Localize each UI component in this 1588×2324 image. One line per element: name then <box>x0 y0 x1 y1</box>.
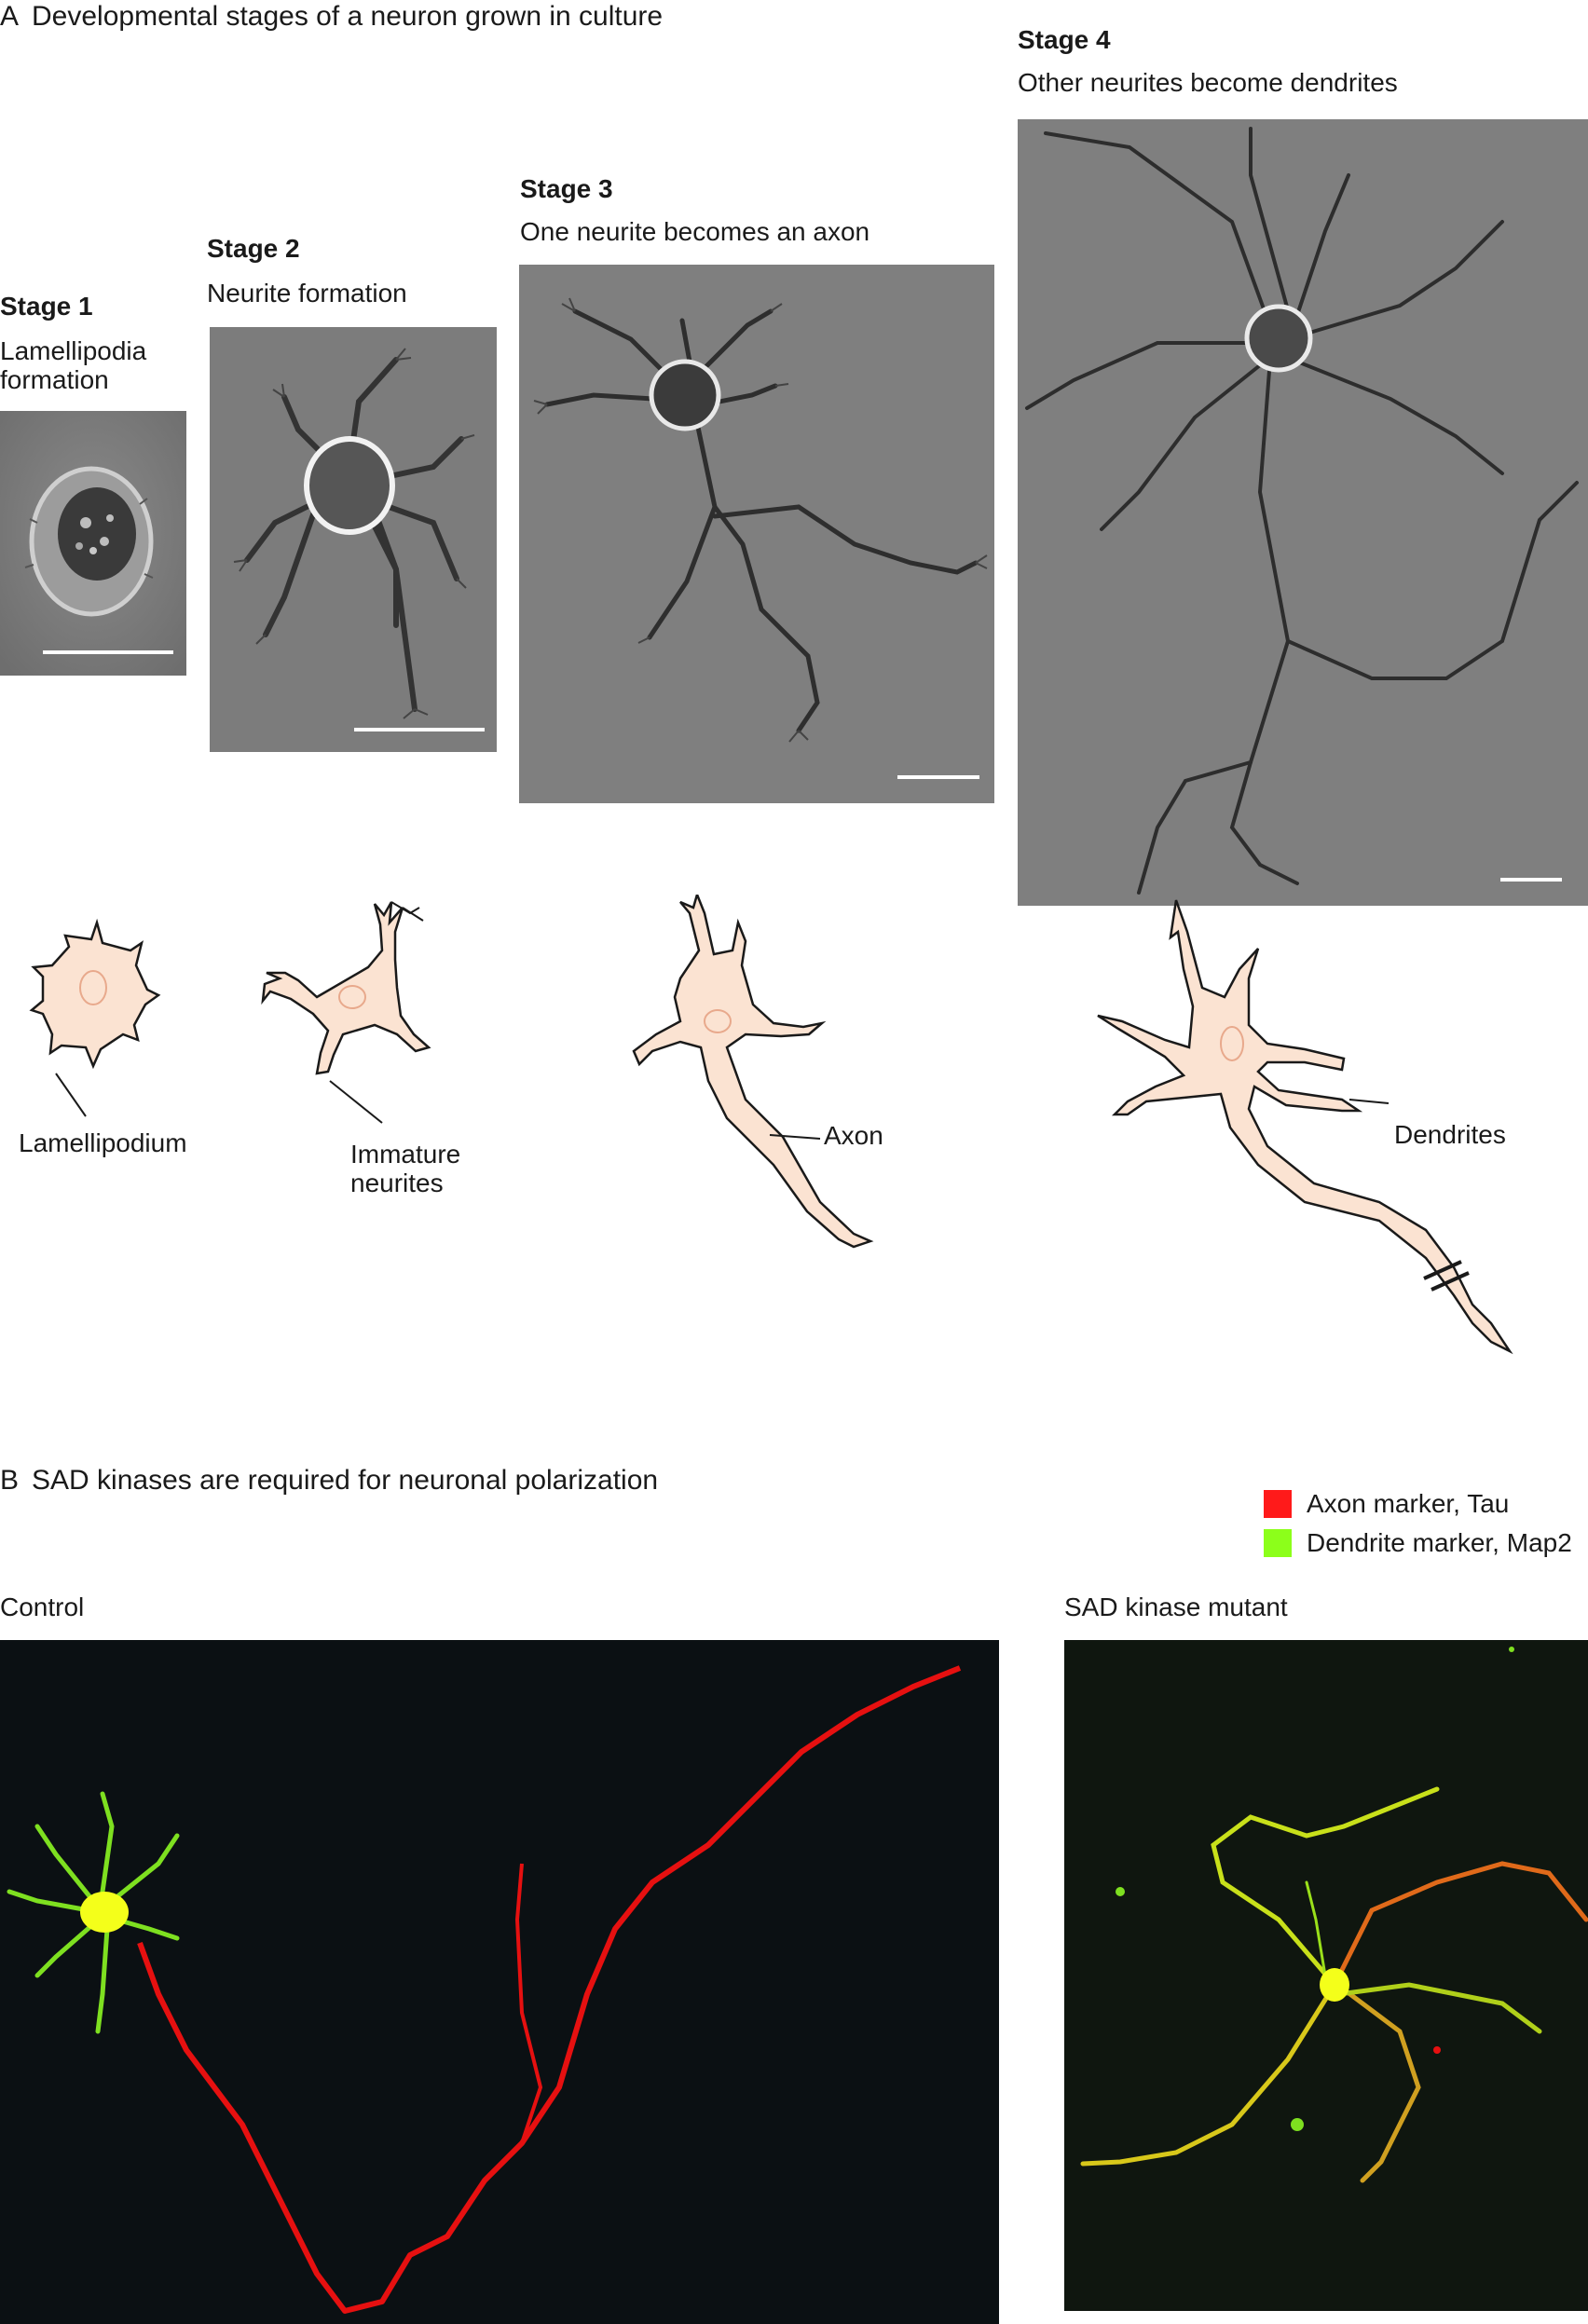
control-label: Control <box>0 1593 85 1621</box>
stage-1-desc-line1: Lamellipodia <box>0 336 147 365</box>
label-immature-line2: neurites <box>350 1169 444 1197</box>
legend-label-axon: Axon marker, Tau <box>1307 1489 1510 1518</box>
panel-a-title: A Developmental stages of a neuron grown … <box>0 0 663 34</box>
schematic-stage-4 <box>1097 899 1513 1355</box>
stage-4-label: Stage 4 <box>1018 25 1111 54</box>
mutant-fluorescence-image <box>1064 1640 1588 2311</box>
schematic-stage-3 <box>632 895 874 1249</box>
schematic-diagrams <box>29 895 1513 1355</box>
stage-4-micrograph <box>1018 119 1588 906</box>
mutant-label: SAD kinase mutant <box>1064 1593 1288 1621</box>
stage-3-label: Stage 3 <box>520 174 613 203</box>
label-immature-line1: Immature <box>350 1140 461 1169</box>
label-axon: Axon <box>824 1121 883 1150</box>
panel-a-letter: A <box>0 1 20 32</box>
stage-3-desc: One neurite becomes an axon <box>520 217 870 246</box>
schematic-stage-2 <box>261 901 431 1124</box>
stage-1-label: Stage 1 <box>0 292 93 321</box>
panel-b-title: B SAD kinases are required for neuronal p… <box>0 1464 658 1497</box>
legend-swatch-axon <box>1264 1490 1292 1518</box>
panel-a-title-text: Developmental stages of a neuron grown i… <box>32 1 664 32</box>
label-dendrites: Dendrites <box>1394 1120 1506 1149</box>
stage-4-desc: Other neurites become dendrites <box>1018 68 1398 97</box>
stage-2-micrograph <box>210 327 497 752</box>
stage-2-label: Stage 2 <box>207 234 300 263</box>
stage-1-desc-line2: formation <box>0 365 109 394</box>
stage-1-scale-bar <box>43 650 173 654</box>
control-fluorescence-image <box>0 1640 999 2324</box>
panel-b-title-text: SAD kinases are required for neuronal po… <box>32 1465 659 1496</box>
panel-b-letter: B <box>0 1465 20 1496</box>
label-lamellipodium: Lamellipodium <box>19 1128 187 1157</box>
legend-swatch-dendrite <box>1264 1529 1292 1557</box>
stage-2-desc: Neurite formation <box>207 279 407 308</box>
stage-1-micrograph <box>0 411 186 676</box>
legend-label-dendrite: Dendrite marker, Map2 <box>1307 1528 1572 1557</box>
schematic-stage-1 <box>29 918 161 1117</box>
stage-3-micrograph <box>519 265 994 803</box>
